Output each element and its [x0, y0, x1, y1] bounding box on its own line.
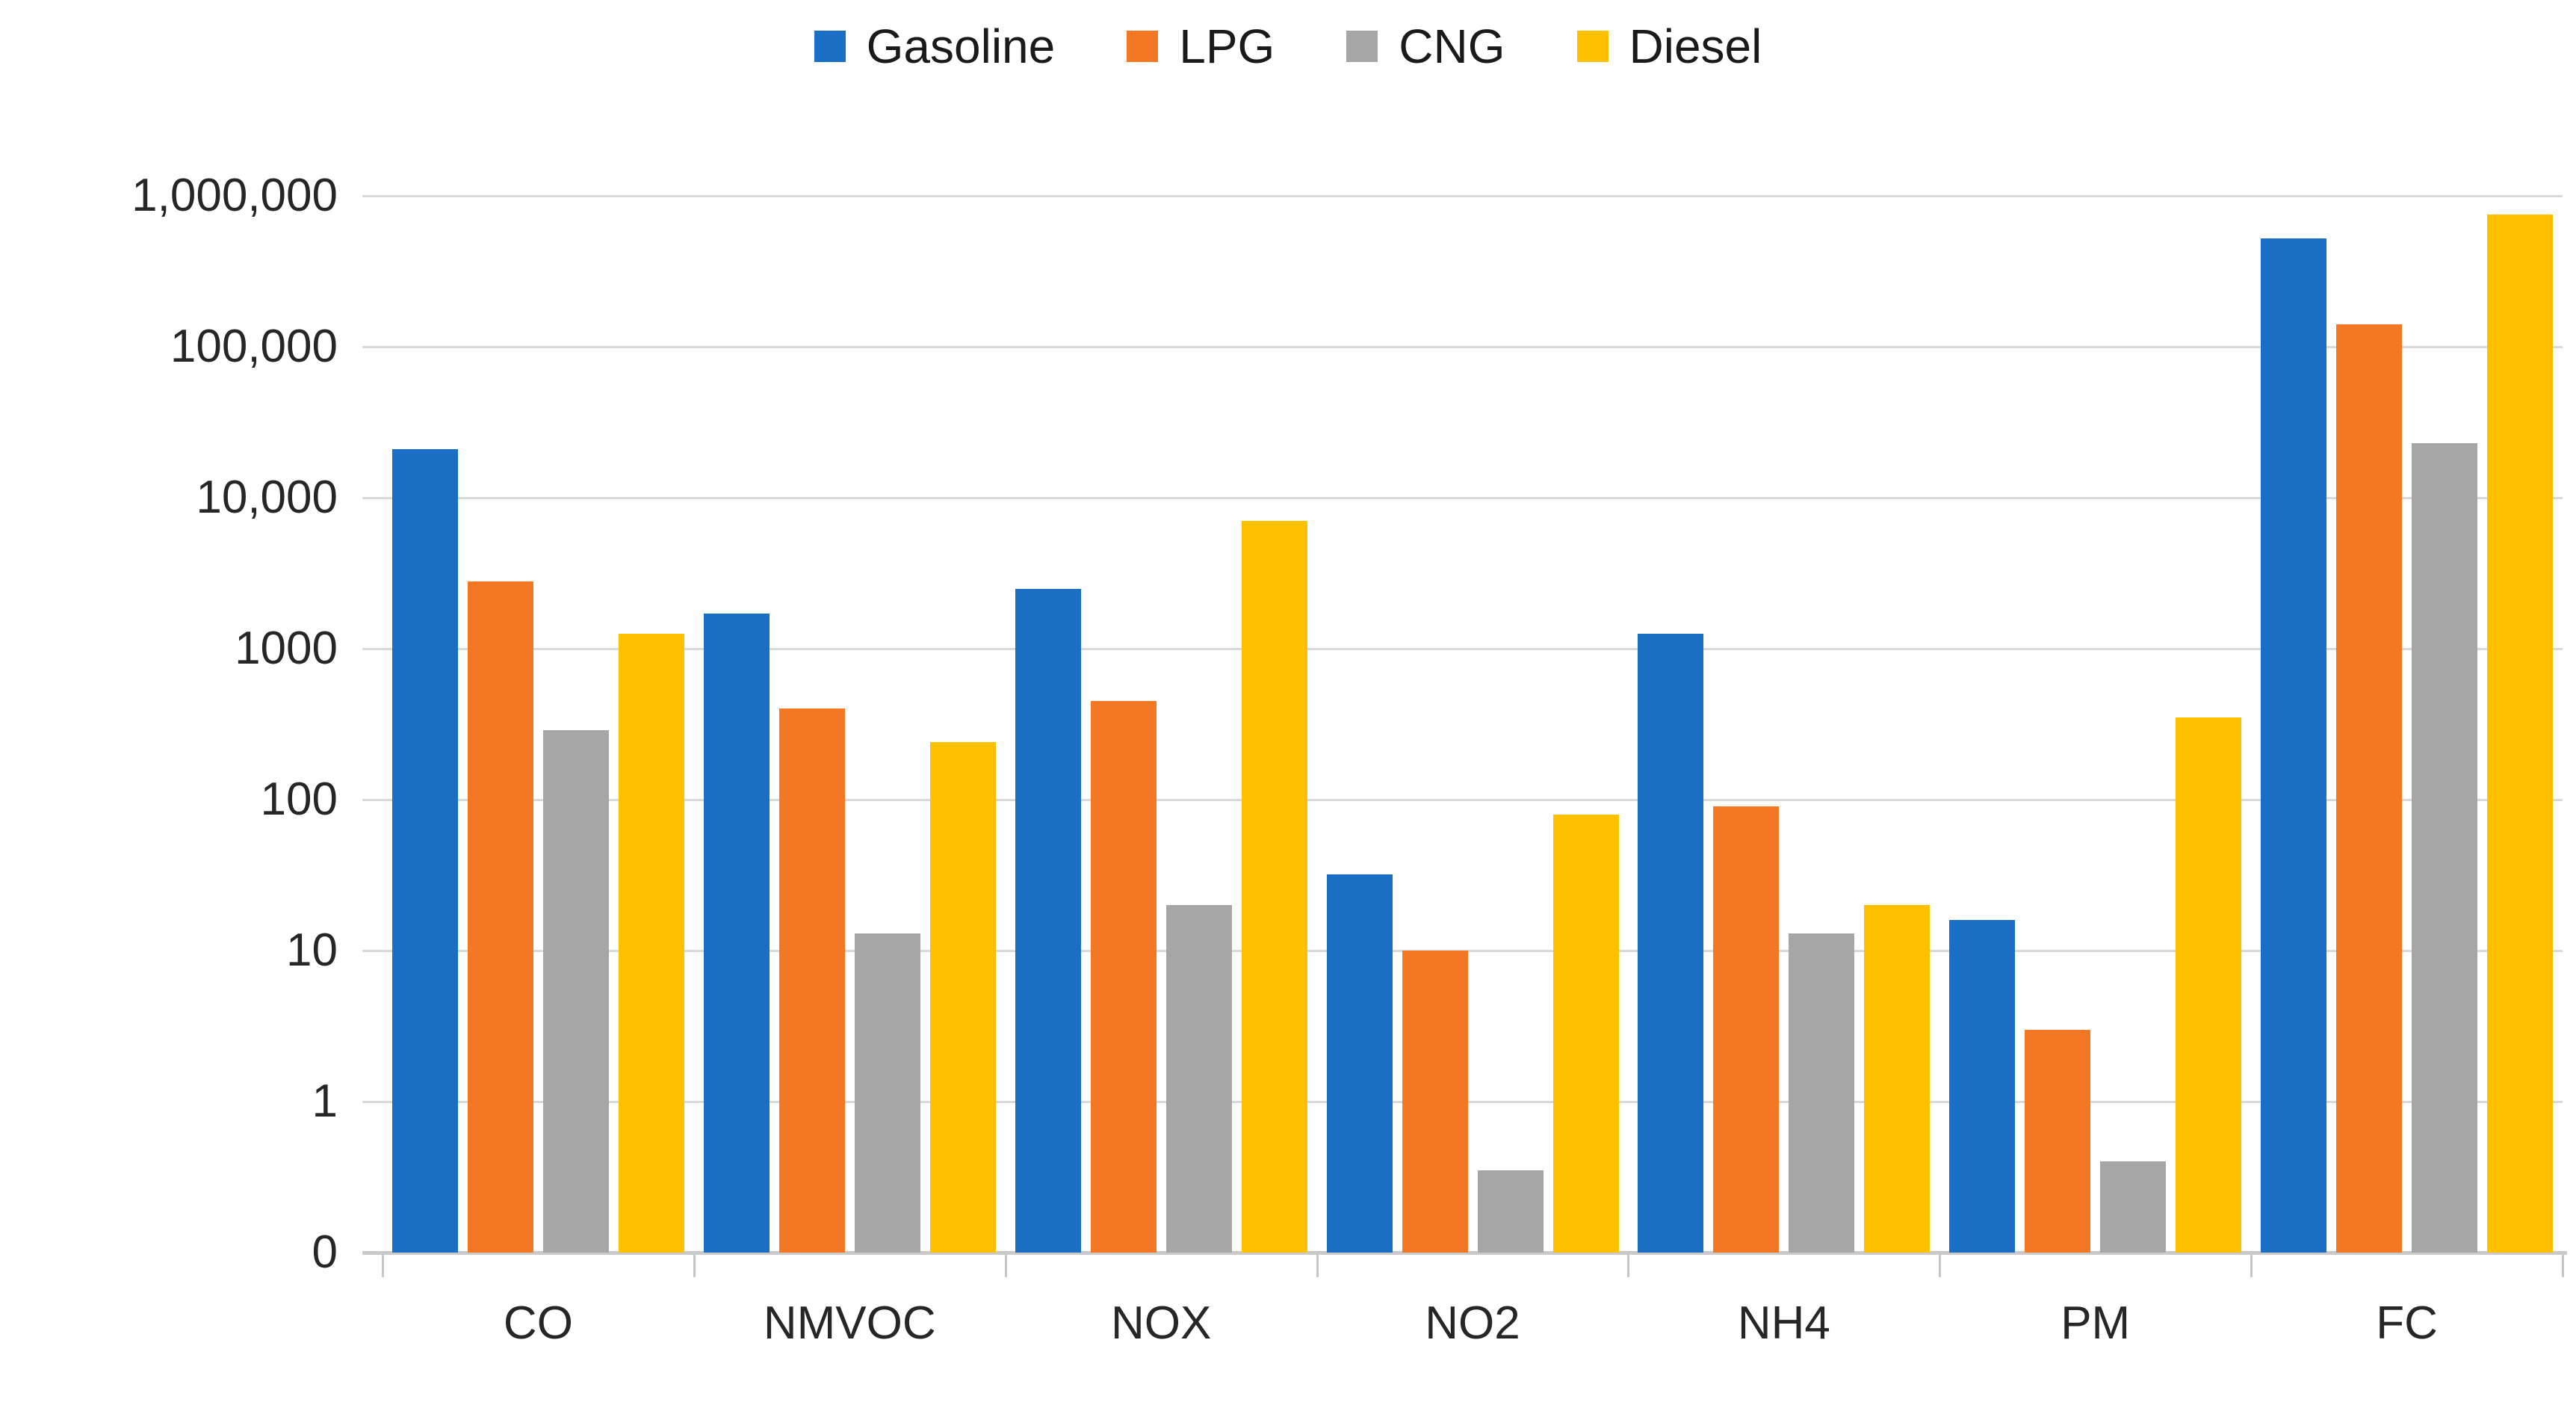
bar-gasoline-fc	[2261, 238, 2327, 1253]
bar-lpg-fc	[2336, 324, 2403, 1253]
x-axis-tick	[1004, 1255, 1007, 1277]
x-axis-category-label: NMVOC	[763, 1297, 936, 1349]
y-axis-tick-label: 10	[286, 924, 338, 976]
chart-legend: Gasoline LPG CNG Diesel	[0, 10, 2576, 82]
bar-cng-fc	[2412, 442, 2478, 1253]
bar-lpg-pm	[2025, 1029, 2091, 1253]
bar-gasoline-co	[391, 448, 458, 1253]
bar-diesel-pm	[2176, 717, 2242, 1253]
legend-label: Gasoline	[866, 19, 1056, 73]
bar-diesel-nox	[1241, 521, 1307, 1253]
legend-item-lpg: LPG	[1127, 22, 1275, 70]
bar-cng-nh4	[1789, 933, 1855, 1253]
bar-cng-no2	[1477, 1170, 1544, 1253]
legend-item-gasoline: Gasoline	[814, 19, 1056, 73]
legend-label: CNG	[1399, 19, 1505, 73]
x-axis-tick	[1627, 1255, 1630, 1277]
x-axis-category-label: FC	[2376, 1297, 2438, 1349]
bar-lpg-nox	[1090, 701, 1157, 1253]
y-axis-tick-label: 100,000	[170, 321, 338, 372]
bar-lpg-nh4	[1713, 806, 1780, 1253]
bar-gasoline-nox	[1015, 588, 1081, 1253]
legend-label: LPG	[1179, 19, 1275, 73]
x-axis-category-label: NH4	[1737, 1297, 1830, 1349]
x-axis-category-label: NO2	[1425, 1297, 1520, 1349]
gridline-100000	[362, 346, 2563, 348]
bar-gasoline-no2	[1326, 874, 1393, 1253]
bar-lpg-nmvoc	[778, 708, 845, 1253]
x-axis-category-label: NOX	[1110, 1297, 1212, 1349]
x-axis-tick	[382, 1255, 384, 1277]
bar-cng-nox	[1165, 905, 1232, 1253]
bar-diesel-nmvoc	[929, 742, 996, 1253]
legend-item-diesel: Diesel	[1576, 19, 1762, 73]
bar-lpg-co	[467, 581, 533, 1253]
y-axis-tick-label: 1	[312, 1075, 338, 1127]
legend-label: Diesel	[1629, 19, 1762, 73]
x-axis-tick	[693, 1255, 696, 1277]
x-axis-category-label: CO	[503, 1297, 573, 1349]
bar-cng-pm	[2100, 1161, 2167, 1253]
legend-swatch-lpg	[1127, 31, 1159, 62]
x-axis-tick	[2562, 1255, 2564, 1277]
gridline-100	[362, 799, 2563, 801]
x-axis-category-label: PM	[2061, 1297, 2131, 1349]
gridline-10000	[362, 497, 2563, 499]
bar-cng-co	[542, 729, 609, 1253]
bar-gasoline-nmvoc	[703, 614, 770, 1253]
bar-gasoline-pm	[1949, 919, 2016, 1253]
bar-diesel-co	[618, 634, 684, 1253]
y-axis-tick-label: 1,000,000	[131, 170, 338, 221]
bar-diesel-fc	[2487, 214, 2554, 1253]
bar-diesel-no2	[1552, 814, 1619, 1253]
y-axis-tick-label: 10,000	[196, 472, 338, 523]
bar-gasoline-nh4	[1638, 634, 1704, 1253]
bar-lpg-no2	[1402, 951, 1468, 1253]
y-axis-tick-label: 100	[260, 773, 338, 825]
y-axis-tick-label: 1000	[235, 623, 338, 674]
x-axis-tick	[1939, 1255, 1942, 1277]
legend-swatch-gasoline	[814, 31, 846, 62]
x-axis-tick	[2250, 1255, 2253, 1277]
gridline-1000	[362, 648, 2563, 650]
x-axis-tick	[1316, 1255, 1319, 1277]
legend-swatch-diesel	[1576, 31, 1609, 62]
legend-swatch-cng	[1346, 31, 1378, 62]
bar-diesel-nh4	[1864, 905, 1931, 1253]
bar-cng-nmvoc	[854, 933, 920, 1253]
legend-item-cng: CNG	[1346, 22, 1505, 70]
gridline-1000000	[362, 195, 2563, 197]
x-axis-line	[362, 1251, 2567, 1255]
y-axis-tick-label: 0	[312, 1226, 338, 1278]
